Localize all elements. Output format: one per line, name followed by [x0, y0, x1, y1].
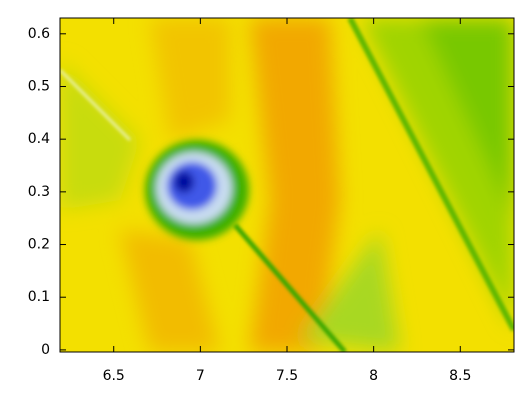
y-tick-label: 0.6 — [28, 26, 50, 42]
y-tick-label: 0.5 — [28, 78, 50, 94]
y-tick-label: 0.3 — [28, 184, 50, 200]
x-tick-label: 8 — [369, 368, 378, 384]
x-tick-label: 8.5 — [449, 368, 471, 384]
y-tick-label: 0.4 — [28, 131, 50, 147]
y-tick-label: 0 — [41, 342, 50, 358]
x-tick-label: 6.5 — [103, 368, 125, 384]
y-tick-label: 0.1 — [28, 289, 50, 305]
x-tick-label: 7.5 — [276, 368, 298, 384]
y-tick-label: 0.2 — [28, 237, 50, 253]
x-tick-label: 7 — [196, 368, 205, 384]
heatmap-field — [60, 18, 514, 352]
